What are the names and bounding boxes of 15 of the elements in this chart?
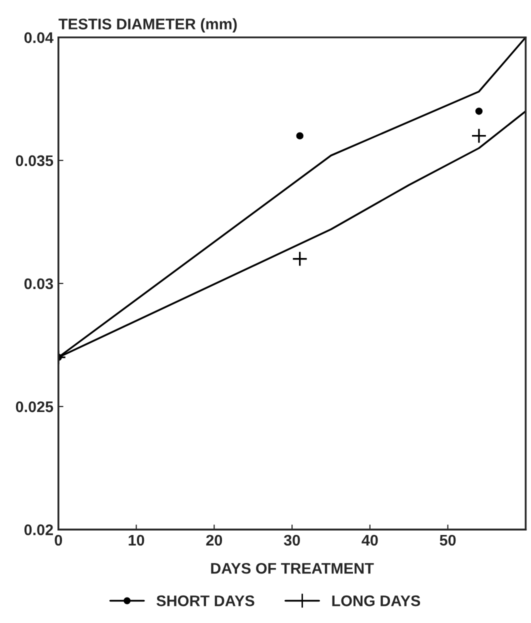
legend-label: SHORT DAYS [156, 595, 254, 606]
x-tick-label: 50 [440, 534, 456, 546]
y-axis-title: TESTIS DIAMETER (mm) [58, 18, 237, 32]
y-tick-label: 0.035 [16, 155, 54, 166]
y-tick-label: 0.025 [16, 401, 54, 412]
y-tick-label: 0.03 [24, 278, 53, 290]
y-tick-label: 0.04 [24, 32, 54, 44]
legend-label: LONG DAYS [332, 595, 420, 606]
x-tick-label: 10 [128, 534, 144, 546]
x-tick-label: 40 [362, 534, 378, 546]
x-tick-label: 20 [206, 534, 222, 546]
y-tick-label: 0.02 [24, 524, 53, 536]
x-tick-label: 30 [284, 534, 300, 546]
x-axis-title: DAYS OF TREATMENT [211, 562, 374, 574]
x-tick-label: 0 [54, 534, 62, 546]
